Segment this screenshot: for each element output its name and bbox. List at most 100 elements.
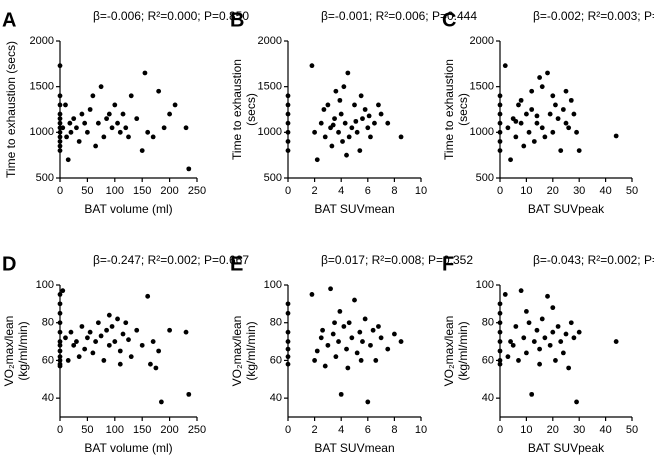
point	[85, 335, 90, 341]
point	[508, 339, 513, 344]
point	[128, 93, 134, 99]
point	[534, 327, 540, 333]
point	[336, 129, 341, 135]
point	[57, 148, 63, 154]
point	[328, 286, 333, 292]
x-tick-label: 0	[57, 185, 63, 197]
point	[57, 93, 63, 99]
x-tick-label: 40	[599, 185, 611, 197]
x-tick-label: 6	[365, 424, 371, 436]
y-tick-label: 60	[42, 354, 54, 366]
point	[112, 339, 118, 344]
point	[123, 320, 129, 326]
x-axis-label: BAT SUVmean	[314, 202, 394, 216]
point	[60, 288, 66, 294]
point	[529, 88, 535, 94]
point	[534, 120, 540, 126]
y-tick-label: 1000	[470, 126, 494, 138]
point	[333, 354, 339, 360]
point	[550, 93, 556, 99]
point	[518, 288, 524, 294]
point	[497, 93, 503, 99]
y-tick-label: 1000	[258, 126, 282, 138]
point	[71, 116, 77, 122]
point	[550, 129, 556, 135]
point	[79, 324, 85, 329]
point	[285, 102, 291, 108]
x-tick-label: 50	[81, 185, 93, 197]
point	[57, 363, 63, 369]
point	[349, 125, 355, 131]
y-tick-label: 1500	[30, 81, 54, 93]
y-axis-label: Time to exhaustion	[442, 59, 456, 160]
point	[322, 134, 328, 140]
point	[373, 358, 379, 363]
x-tick-label: 30	[573, 185, 585, 197]
point	[534, 113, 540, 119]
point	[524, 350, 529, 356]
point	[95, 120, 101, 126]
point	[115, 316, 120, 322]
x-tick-label: 250	[188, 424, 206, 436]
point	[87, 107, 93, 112]
point	[513, 134, 519, 140]
point	[497, 320, 503, 326]
y-tick-label: 1500	[470, 81, 494, 93]
point	[321, 107, 327, 112]
point	[360, 116, 365, 122]
y-tick-label: 60	[270, 354, 282, 366]
point	[120, 111, 126, 117]
point	[340, 139, 345, 144]
point	[338, 391, 344, 397]
point	[513, 118, 519, 124]
point	[346, 320, 352, 326]
point	[574, 399, 579, 405]
point	[558, 339, 564, 344]
y-tick-label: 1500	[258, 81, 282, 93]
point	[126, 134, 131, 140]
point	[64, 134, 69, 140]
point	[545, 293, 550, 299]
point	[521, 143, 527, 149]
point	[341, 324, 347, 329]
point	[524, 309, 529, 314]
point	[139, 342, 145, 348]
y-tick-label: 40	[42, 392, 54, 404]
point	[497, 111, 503, 117]
point	[368, 342, 373, 348]
point	[497, 139, 503, 144]
point	[139, 148, 145, 154]
point	[330, 331, 336, 337]
point	[98, 333, 104, 339]
panel-title: β=-0.043; R²=0.002; P=0.598	[533, 253, 654, 267]
point	[537, 361, 542, 367]
point	[576, 329, 582, 335]
point	[497, 310, 503, 316]
point	[87, 329, 93, 335]
point	[57, 139, 63, 144]
point	[378, 335, 384, 341]
point	[128, 354, 134, 360]
point	[314, 157, 320, 163]
x-tick-label: 40	[599, 424, 611, 436]
point	[566, 125, 572, 131]
point	[510, 342, 516, 348]
x-tick-label: 200	[160, 185, 178, 197]
point	[57, 348, 63, 354]
point	[370, 327, 376, 333]
x-tick-label: 100	[106, 185, 124, 197]
point	[285, 346, 291, 352]
point	[357, 329, 363, 335]
point	[362, 316, 368, 322]
y-axis-label: Time to exhaustion (secs)	[4, 41, 18, 178]
y-tick-label: 80	[270, 317, 282, 329]
point	[576, 148, 582, 154]
point	[392, 331, 397, 337]
point	[537, 75, 542, 80]
point	[85, 129, 90, 135]
panel-title: β=-0.002; R²=0.003; P=0.592	[533, 9, 654, 23]
y-tick-label: 60	[482, 354, 494, 366]
point	[57, 342, 63, 348]
point	[117, 129, 123, 135]
